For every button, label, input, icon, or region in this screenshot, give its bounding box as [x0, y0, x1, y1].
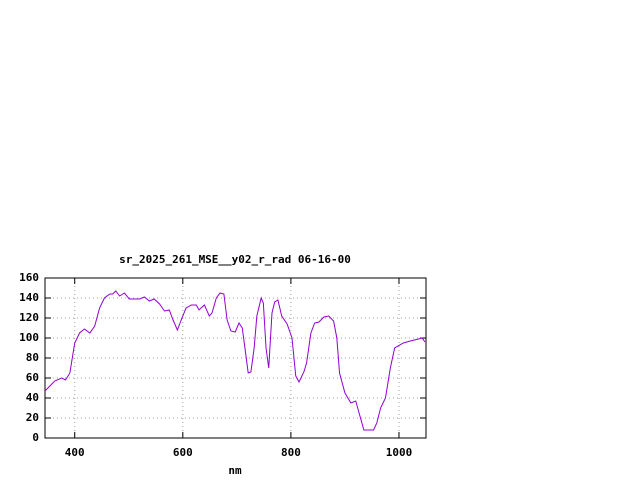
chart-title: sr_2025_261_MSE__y02_r_rad 06-16-00	[119, 253, 351, 266]
x-tick-label: 400	[65, 446, 85, 459]
data-line	[44, 290, 426, 431]
y-tick-label: 120	[19, 311, 39, 324]
y-tick-label: 100	[19, 331, 39, 344]
x-tick-label: 800	[281, 446, 301, 459]
y-tick-label: 0	[32, 431, 39, 444]
x-tick-label: 1000	[386, 446, 413, 459]
plot-border	[44, 277, 427, 439]
y-tick-label: 60	[26, 371, 39, 384]
y-tick-label: 160	[19, 271, 39, 284]
x-axis-label: nm	[228, 464, 242, 477]
y-tick-label: 20	[26, 411, 39, 424]
y-tick-label: 40	[26, 391, 39, 404]
y-tick-label: 80	[26, 351, 39, 364]
y-tick-label: 140	[19, 291, 39, 304]
x-tick-label: 600	[173, 446, 193, 459]
